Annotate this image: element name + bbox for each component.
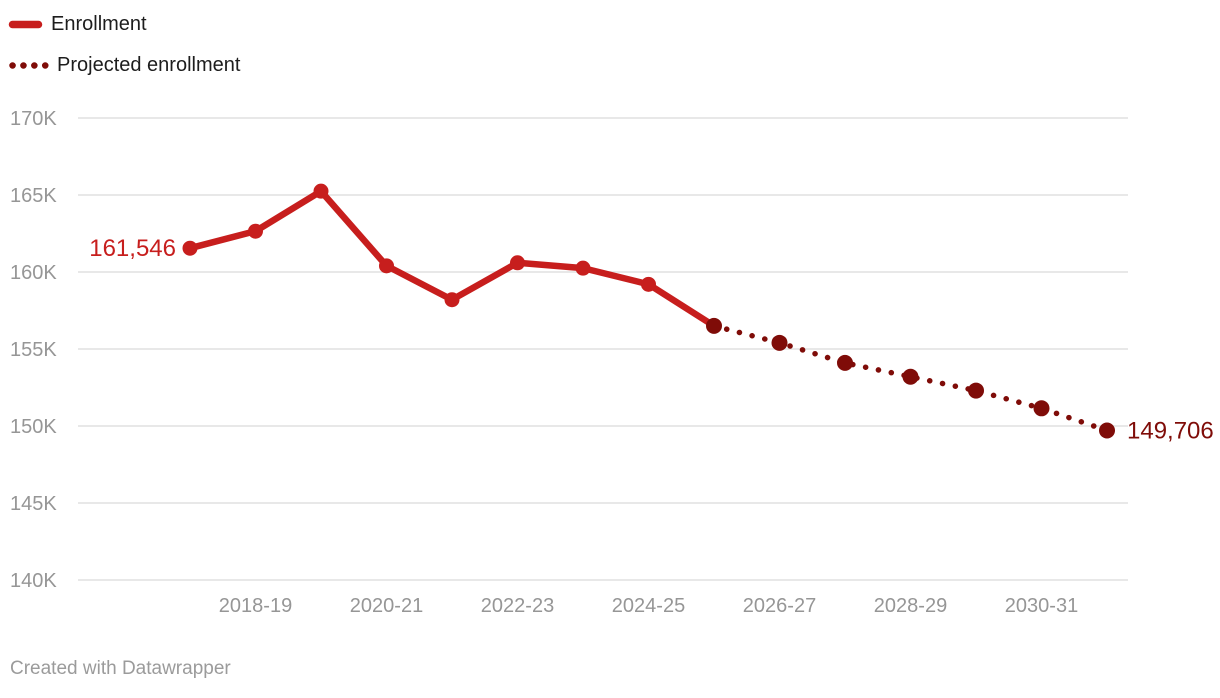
legend-label-enrollment: Enrollment <box>51 13 147 35</box>
data-point <box>379 258 394 274</box>
data-point <box>575 260 591 276</box>
data-point <box>313 183 329 199</box>
x-tick-label: 2022-23 <box>481 595 554 617</box>
y-tick-label: 155K <box>10 339 57 361</box>
x-tick-label: 2024-25 <box>612 595 685 617</box>
x-tick-label: 2030-31 <box>1005 595 1078 617</box>
data-point <box>771 334 788 351</box>
y-tick-label: 150K <box>10 416 57 438</box>
y-tick-label: 145K <box>10 493 57 515</box>
data-point <box>1099 422 1115 439</box>
value-label: 149,706 <box>1127 418 1214 445</box>
data-point <box>248 223 263 239</box>
y-tick-label: 140K <box>10 570 57 592</box>
x-tick-label: 2018-19 <box>219 595 292 617</box>
legend-item-projected-enrollment: Projected enrollment <box>8 54 240 77</box>
data-point <box>837 354 853 371</box>
data-point <box>968 382 984 399</box>
y-tick-label: 160K <box>10 262 57 284</box>
data-point <box>1033 400 1050 417</box>
solid-line-swatch-icon <box>8 20 43 29</box>
x-tick-label: 2020-21 <box>350 595 423 617</box>
y-tick-label: 170K <box>10 108 57 130</box>
data-point <box>902 368 919 385</box>
datawrapper-credit: Created with Datawrapper <box>10 658 231 679</box>
x-tick-label: 2028-29 <box>874 595 947 617</box>
legend-item-enrollment: Enrollment <box>8 13 240 36</box>
x-tick-label: 2026-27 <box>743 595 816 617</box>
data-point <box>641 276 656 292</box>
data-point <box>444 292 460 308</box>
y-tick-label: 165K <box>10 185 57 207</box>
data-point <box>706 317 722 334</box>
legend-label-projected-enrollment: Projected enrollment <box>57 54 241 76</box>
data-point <box>182 240 198 256</box>
data-point <box>510 255 525 271</box>
value-label: 161,546 <box>89 235 176 262</box>
dotted-line-swatch-icon <box>8 61 49 70</box>
chart-legend: Enrollment Projected enrollment <box>8 13 240 77</box>
